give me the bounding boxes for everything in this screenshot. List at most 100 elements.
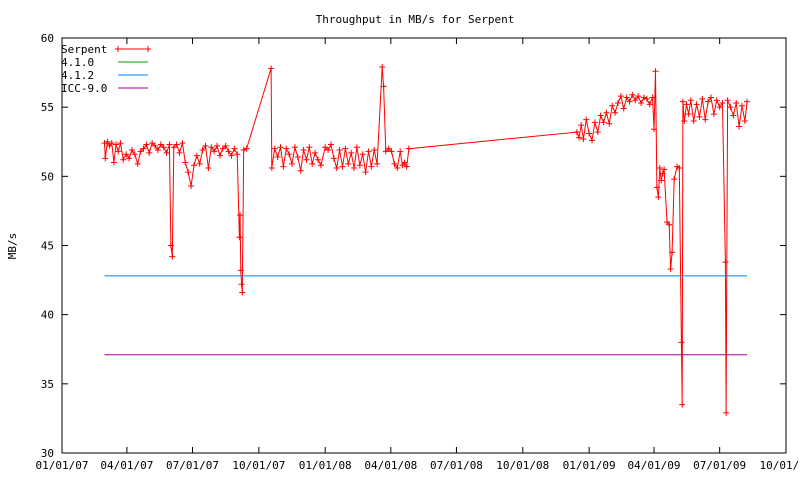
data-point <box>623 94 630 101</box>
data-point <box>211 148 218 155</box>
data-point <box>667 266 674 273</box>
data-point <box>626 98 633 105</box>
data-point <box>617 93 624 100</box>
x-tick-label: 04/01/09 <box>628 459 681 472</box>
x-tick-label: 04/01/08 <box>364 459 417 472</box>
data-point <box>115 148 122 155</box>
data-point <box>342 145 349 152</box>
data-point <box>679 98 686 105</box>
data-point <box>374 160 381 167</box>
data-point <box>685 111 692 118</box>
data-point <box>303 156 310 163</box>
data-point <box>239 289 246 296</box>
data-point <box>643 95 650 102</box>
data-point <box>379 64 386 71</box>
data-point <box>208 144 215 151</box>
data-point <box>101 140 108 147</box>
data-point <box>126 155 133 162</box>
data-point <box>185 169 192 176</box>
data-point <box>219 145 226 152</box>
data-point <box>214 142 221 149</box>
data-point <box>638 100 645 107</box>
data-point <box>108 140 115 147</box>
x-tick-label: 10/01/09 <box>760 459 800 472</box>
x-tick-label: 07/01/09 <box>693 459 746 472</box>
data-point <box>199 147 206 154</box>
legend-label: 4.1.0 <box>61 56 94 69</box>
data-point <box>291 144 298 151</box>
data-point <box>681 118 688 124</box>
data-point <box>380 83 387 90</box>
data-point <box>573 129 580 136</box>
data-point <box>678 339 685 346</box>
data-point <box>382 148 389 155</box>
data-point <box>149 140 156 147</box>
data-point <box>286 151 293 158</box>
data-point <box>325 147 332 154</box>
data-point <box>294 153 301 160</box>
data-point <box>620 105 627 112</box>
y-axis-label: MB/s <box>6 233 19 260</box>
data-point <box>708 94 715 101</box>
data-point <box>705 98 712 105</box>
data-point <box>736 123 743 130</box>
data-point <box>702 116 709 123</box>
data-point <box>102 155 109 162</box>
data-point <box>733 100 740 107</box>
data-point <box>719 100 726 107</box>
data-point <box>317 162 324 169</box>
data-point <box>222 142 229 149</box>
data-point <box>306 144 313 151</box>
data-point <box>403 163 410 170</box>
data-point <box>629 91 636 98</box>
data-point <box>683 101 690 108</box>
data-point <box>385 145 392 152</box>
data-point <box>348 149 355 156</box>
data-point <box>640 94 647 101</box>
data-point <box>351 165 358 172</box>
data-point <box>225 148 232 155</box>
data-point <box>655 194 662 201</box>
data-point <box>693 101 700 108</box>
data-point <box>289 160 296 167</box>
data-point <box>583 116 590 123</box>
data-point <box>696 113 703 120</box>
data-point <box>716 104 723 111</box>
data-point <box>327 141 334 148</box>
data-point <box>268 165 275 172</box>
data-point <box>388 148 395 155</box>
data-point <box>653 184 660 191</box>
x-tick-label: 10/01/07 <box>232 459 285 472</box>
data-point <box>167 242 174 249</box>
data-point <box>656 165 663 172</box>
data-point <box>140 145 147 152</box>
plot-area <box>101 64 751 416</box>
data-point <box>676 165 683 172</box>
data-point <box>123 151 130 158</box>
data-point <box>137 148 144 155</box>
data-point <box>152 142 159 149</box>
data-point <box>356 162 363 169</box>
data-point <box>160 144 167 151</box>
data-point <box>586 130 593 137</box>
data-point <box>659 170 666 177</box>
data-point <box>169 253 176 260</box>
x-tick-label: 07/01/07 <box>166 459 219 472</box>
data-point <box>309 160 316 167</box>
data-point <box>397 148 404 155</box>
legend-label: 4.1.2 <box>61 69 94 82</box>
data-point <box>202 142 209 149</box>
data-point <box>170 144 177 151</box>
data-point <box>238 281 245 288</box>
data-point <box>353 144 360 151</box>
data-point <box>723 409 730 416</box>
data-point <box>314 156 321 163</box>
x-tick-label: 10/01/08 <box>496 459 549 472</box>
data-point <box>713 97 720 104</box>
data-point <box>405 145 412 152</box>
y-tick-label: 45 <box>41 240 54 253</box>
data-point <box>635 93 642 100</box>
x-tick-label: 04/01/07 <box>100 459 153 472</box>
